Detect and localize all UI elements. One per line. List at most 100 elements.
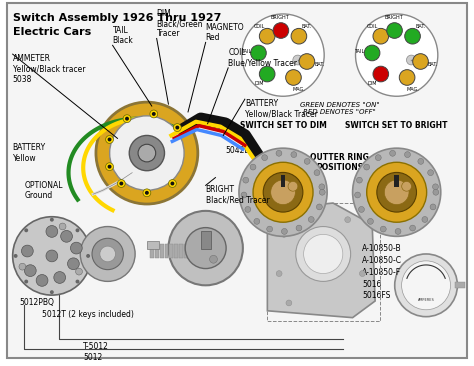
Circle shape <box>286 70 301 85</box>
Text: BRIGHT: BRIGHT <box>270 15 289 20</box>
Circle shape <box>251 45 266 61</box>
Circle shape <box>168 211 243 285</box>
Circle shape <box>296 227 351 281</box>
Circle shape <box>24 228 28 232</box>
Circle shape <box>359 270 365 276</box>
Circle shape <box>50 218 54 222</box>
Bar <box>394 175 399 187</box>
Bar <box>155 244 159 258</box>
Circle shape <box>36 274 48 286</box>
Circle shape <box>353 148 441 236</box>
Circle shape <box>152 112 156 116</box>
Circle shape <box>80 227 135 281</box>
Circle shape <box>271 180 295 205</box>
Circle shape <box>276 150 282 156</box>
Circle shape <box>241 192 247 198</box>
Circle shape <box>291 29 307 44</box>
Bar <box>281 175 285 187</box>
Circle shape <box>395 228 401 234</box>
Circle shape <box>380 226 386 232</box>
Circle shape <box>304 234 343 273</box>
Circle shape <box>276 270 282 276</box>
Text: SWITCH SET TO BRIGHT: SWITCH SET TO BRIGHT <box>346 121 448 130</box>
Text: Electric Cars: Electric Cars <box>13 27 91 37</box>
Text: KEY IN MAG
POSITION: KEY IN MAG POSITION <box>314 219 365 238</box>
Bar <box>174 244 178 258</box>
Circle shape <box>254 219 260 224</box>
Bar <box>201 231 210 249</box>
Circle shape <box>291 152 297 157</box>
Text: 5012PBQ: 5012PBQ <box>19 298 55 307</box>
Bar <box>164 244 168 258</box>
Circle shape <box>150 110 158 118</box>
Circle shape <box>377 172 417 212</box>
Circle shape <box>25 265 36 276</box>
Bar <box>267 203 380 321</box>
Circle shape <box>106 135 113 143</box>
Circle shape <box>75 280 80 284</box>
Circle shape <box>262 155 268 161</box>
Circle shape <box>175 126 179 130</box>
Circle shape <box>319 184 325 190</box>
Circle shape <box>61 231 73 242</box>
Circle shape <box>24 280 28 284</box>
Circle shape <box>125 117 129 121</box>
Circle shape <box>401 182 411 191</box>
Circle shape <box>263 172 303 212</box>
Circle shape <box>168 180 176 187</box>
Text: Switch Assembly 1926 Thru 1927: Switch Assembly 1926 Thru 1927 <box>13 13 221 23</box>
Circle shape <box>319 189 325 195</box>
Circle shape <box>67 258 79 270</box>
Text: AMMETER
Yellow/Black tracer
5038: AMMETER Yellow/Black tracer 5038 <box>13 54 85 84</box>
Circle shape <box>273 23 289 38</box>
Circle shape <box>356 14 438 96</box>
Circle shape <box>430 204 436 210</box>
Circle shape <box>373 29 389 44</box>
Circle shape <box>108 165 111 169</box>
Text: T-5012
5012: T-5012 5012 <box>83 342 109 362</box>
Circle shape <box>367 219 374 224</box>
Text: MAG.: MAG. <box>406 86 419 92</box>
Circle shape <box>399 70 415 85</box>
Circle shape <box>143 189 151 197</box>
Circle shape <box>314 170 320 176</box>
Circle shape <box>59 223 66 230</box>
Circle shape <box>123 115 131 123</box>
Circle shape <box>259 66 275 82</box>
Circle shape <box>367 162 427 222</box>
Circle shape <box>54 272 65 283</box>
Circle shape <box>384 180 409 205</box>
Circle shape <box>413 54 428 69</box>
Text: BRIGHT
Black/Red Tracer: BRIGHT Black/Red Tracer <box>206 186 269 205</box>
Text: BRIGHT: BRIGHT <box>384 15 403 20</box>
Bar <box>169 244 173 258</box>
Text: OUTTER RING
POSITIONS: OUTTER RING POSITIONS <box>310 153 369 172</box>
Circle shape <box>356 177 362 183</box>
Circle shape <box>242 14 324 96</box>
Text: TAIL: TAIL <box>354 49 365 55</box>
Circle shape <box>21 245 33 257</box>
Polygon shape <box>267 203 375 318</box>
Circle shape <box>13 217 91 295</box>
Text: 5042B: 5042B <box>225 146 250 155</box>
Bar <box>184 244 188 258</box>
Text: SWITCH SET TO DIM: SWITCH SET TO DIM <box>239 121 327 130</box>
Circle shape <box>364 164 370 170</box>
Circle shape <box>282 228 287 234</box>
Circle shape <box>358 206 365 212</box>
Circle shape <box>75 228 80 232</box>
Bar <box>150 244 154 258</box>
Circle shape <box>106 163 113 171</box>
Circle shape <box>345 217 351 223</box>
Text: BATTERY
Yellow/Black Tracer: BATTERY Yellow/Black Tracer <box>245 99 318 119</box>
Circle shape <box>50 290 54 294</box>
Text: BATTERY
Yellow: BATTERY Yellow <box>13 143 46 163</box>
Circle shape <box>46 225 58 237</box>
Text: OPTIONAL
Ground: OPTIONAL Ground <box>25 180 63 200</box>
Circle shape <box>281 231 287 237</box>
Text: A-10850-B
A-10850-C
A-10850-F
5016
5016FS: A-10850-B A-10850-C A-10850-F 5016 5016F… <box>363 244 402 300</box>
Circle shape <box>317 204 322 210</box>
Circle shape <box>267 226 273 232</box>
Circle shape <box>373 66 389 82</box>
Bar <box>160 244 164 258</box>
